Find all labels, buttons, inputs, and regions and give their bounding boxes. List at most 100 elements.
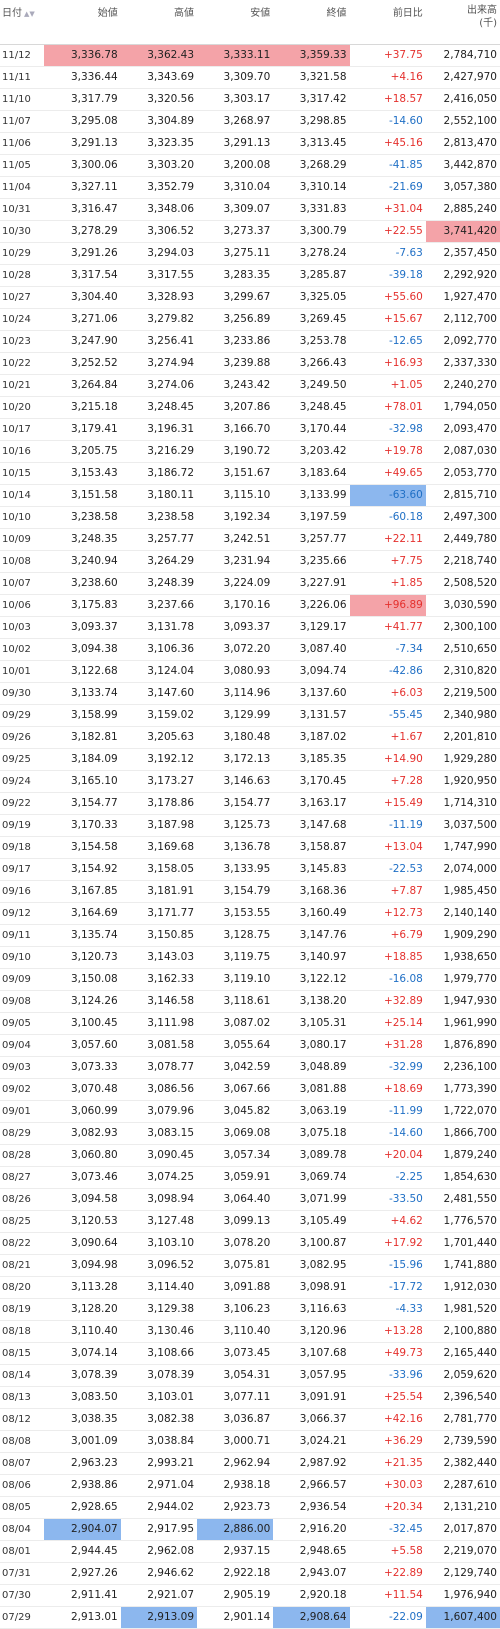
close-cell: 2,916.20: [273, 1518, 350, 1541]
volume-cell: 2,508,520: [425, 572, 500, 595]
volume-cell: 2,396,540: [425, 1386, 500, 1409]
date-cell: 08/21: [0, 1254, 45, 1277]
high-cell: 3,082.38: [120, 1408, 198, 1431]
change-cell: +31.28: [349, 1034, 426, 1057]
table-row: 08/06 2,938.86 2,971.04 2,938.18 2,966.57 +30…: [0, 1474, 500, 1497]
high-cell: 3,238.58: [120, 506, 198, 529]
open-cell: 3,057.60: [44, 1034, 121, 1057]
open-cell: 2,938.86: [44, 1474, 121, 1497]
high-cell: 3,320.56: [120, 88, 198, 111]
low-cell: 3,073.45: [197, 1342, 274, 1365]
date-cell: 09/30: [0, 682, 45, 705]
open-cell: 3,170.33: [44, 814, 121, 837]
high-cell: 3,147.60: [120, 682, 198, 705]
volume-cell: 2,017,870: [425, 1518, 500, 1541]
date-column-header[interactable]: 日付 ▲▼: [0, 0, 45, 45]
volume-cell: 2,497,300: [425, 506, 500, 529]
table-row: 09/04 3,057.60 3,081.58 3,055.64 3,080.17 +31…: [0, 1034, 500, 1057]
change-cell: -12.65: [349, 330, 426, 353]
low-cell: 3,190.72: [197, 440, 274, 463]
volume-cell: 2,784,710: [425, 44, 500, 67]
volume-cell: 2,481,550: [425, 1188, 500, 1211]
close-cell: 3,087.40: [273, 638, 350, 661]
volume-cell: 1,961,990: [425, 1012, 500, 1035]
close-cell: 3,227.91: [273, 572, 350, 595]
volume-cell: 2,739,590: [425, 1430, 500, 1453]
volume-cell: 2,416,050: [425, 88, 500, 111]
table-row: 10/24 3,271.06 3,279.82 3,256.89 3,269.45 +15…: [0, 308, 500, 331]
high-cell: 3,162.33: [120, 968, 198, 991]
high-cell: 3,304.89: [120, 110, 198, 133]
close-cell: 3,133.99: [273, 484, 350, 507]
close-cell: 3,138.20: [273, 990, 350, 1013]
open-cell: 3,215.18: [44, 396, 121, 419]
low-cell: 3,333.11: [197, 44, 274, 67]
date-cell: 10/09: [0, 528, 45, 551]
low-cell: 2,905.19: [197, 1584, 274, 1607]
change-cell: +13.28: [349, 1320, 426, 1343]
close-cell: 3,187.02: [273, 726, 350, 749]
high-column-header: 高値: [120, 0, 198, 45]
open-cell: 3,135.74: [44, 924, 121, 947]
change-cell: -33.50: [349, 1188, 426, 1211]
change-cell: -7.63: [349, 242, 426, 265]
volume-cell: 2,357,450: [425, 242, 500, 265]
low-cell: 3,106.23: [197, 1298, 274, 1321]
open-cell: 3,238.60: [44, 572, 121, 595]
low-cell: 3,146.63: [197, 770, 274, 793]
low-cell: 3,077.11: [197, 1386, 274, 1409]
table-row: 09/01 3,060.99 3,079.96 3,045.82 3,063.19 -11…: [0, 1100, 500, 1123]
date-cell: 10/07: [0, 572, 45, 595]
table-row: 09/09 3,150.08 3,162.33 3,119.10 3,122.12 -16…: [0, 968, 500, 991]
close-cell: 3,066.37: [273, 1408, 350, 1431]
table-row: 08/25 3,120.53 3,127.48 3,099.13 3,105.49 +4.…: [0, 1210, 500, 1233]
table-row: 11/10 3,317.79 3,320.56 3,303.17 3,317.42 +18…: [0, 88, 500, 111]
open-cell: 3,094.58: [44, 1188, 121, 1211]
low-cell: 3,153.55: [197, 902, 274, 925]
open-cell: 3,001.09: [44, 1430, 121, 1453]
high-cell: 3,108.66: [120, 1342, 198, 1365]
close-cell: 2,920.18: [273, 1584, 350, 1607]
sort-toggle-icon[interactable]: ▲▼: [24, 10, 35, 18]
change-cell: +1.05: [349, 374, 426, 397]
volume-cell: 3,037,500: [425, 814, 500, 837]
volume-cell: 1,920,950: [425, 770, 500, 793]
volume-cell: 3,741,420: [425, 220, 500, 243]
change-cell: +5.58: [349, 1540, 426, 1563]
volume-cell: 1,929,280: [425, 748, 500, 771]
date-cell: 07/30: [0, 1584, 45, 1607]
open-cell: 3,060.99: [44, 1100, 121, 1123]
change-cell: +6.79: [349, 924, 426, 947]
open-cell: 3,205.75: [44, 440, 121, 463]
open-cell: 3,073.33: [44, 1056, 121, 1079]
table-row: 09/19 3,170.33 3,187.98 3,125.73 3,147.68 -11…: [0, 814, 500, 837]
date-cell: 09/11: [0, 924, 45, 947]
close-cell: 3,100.87: [273, 1232, 350, 1255]
volume-cell: 1,794,050: [425, 396, 500, 419]
date-cell: 08/29: [0, 1122, 45, 1145]
table-row: 10/03 3,093.37 3,131.78 3,093.37 3,129.17 +41…: [0, 616, 500, 639]
high-cell: 3,186.72: [120, 462, 198, 485]
volume-cell: 2,074,000: [425, 858, 500, 881]
date-cell: 11/07: [0, 110, 45, 133]
high-cell: 3,079.96: [120, 1100, 198, 1123]
date-cell: 10/29: [0, 242, 45, 265]
open-cell: 3,078.39: [44, 1364, 121, 1387]
close-cell: 3,082.95: [273, 1254, 350, 1277]
open-cell: 3,271.06: [44, 308, 121, 331]
volume-cell: 2,427,970: [425, 66, 500, 89]
close-cell: 3,249.50: [273, 374, 350, 397]
change-cell: +41.77: [349, 616, 426, 639]
close-cell: 3,116.63: [273, 1298, 350, 1321]
volume-cell: 3,030,590: [425, 594, 500, 617]
date-cell: 09/29: [0, 704, 45, 727]
high-cell: 3,306.52: [120, 220, 198, 243]
volume-column-header: 出来高 (千): [425, 0, 500, 45]
date-cell: 11/11: [0, 66, 45, 89]
close-cell: 3,266.43: [273, 352, 350, 375]
change-cell: +45.16: [349, 132, 426, 155]
date-cell: 08/05: [0, 1496, 45, 1519]
table-row: 11/07 3,295.08 3,304.89 3,268.97 3,298.85 -14…: [0, 110, 500, 133]
high-cell: 3,180.11: [120, 484, 198, 507]
low-cell: 3,310.04: [197, 176, 274, 199]
